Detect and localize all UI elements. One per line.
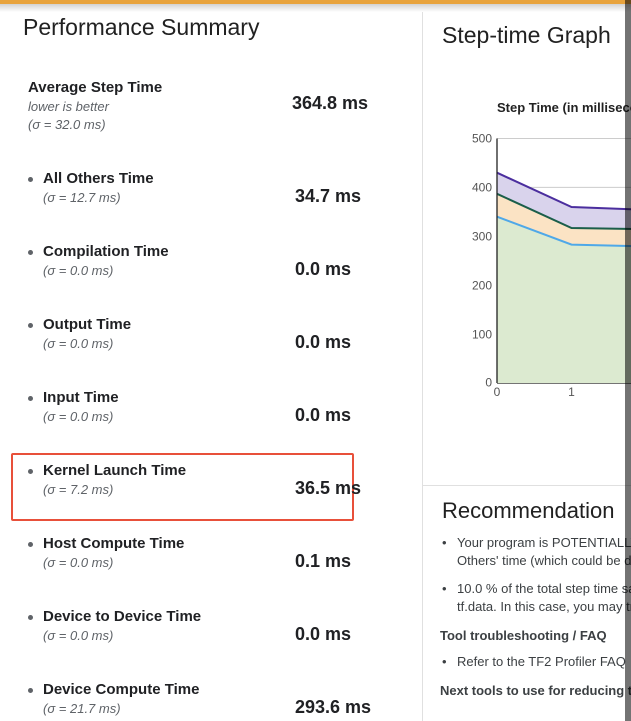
- svg-text:300: 300: [472, 229, 492, 243]
- svg-text:400: 400: [472, 180, 492, 194]
- svg-text:500: 500: [472, 132, 492, 146]
- svg-text:100: 100: [472, 327, 492, 341]
- svg-text:200: 200: [472, 278, 492, 292]
- svg-text:1: 1: [568, 385, 575, 399]
- svg-text:0: 0: [494, 385, 501, 399]
- svg-text:0: 0: [485, 376, 492, 390]
